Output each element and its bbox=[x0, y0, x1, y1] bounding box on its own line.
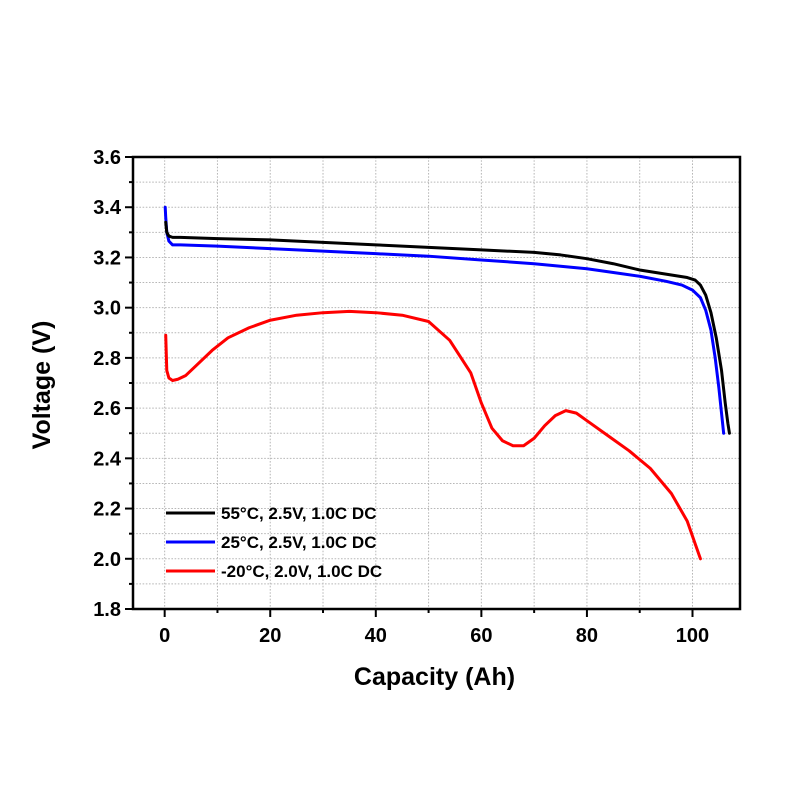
x-axis-title: Capacity (Ah) bbox=[354, 663, 515, 691]
axis-ticks bbox=[125, 156, 694, 617]
y-tick-label: 2.8 bbox=[93, 348, 121, 370]
x-tick-label: 80 bbox=[576, 625, 598, 647]
x-tick-label: 100 bbox=[676, 625, 709, 647]
legend-label-3: -20°C, 2.0V, 1.0C DC bbox=[221, 562, 382, 581]
x-tick-label: 20 bbox=[259, 625, 281, 647]
y-tick-label: 3.4 bbox=[93, 197, 122, 219]
y-tick-label: 2.2 bbox=[93, 499, 121, 521]
x-tick-label: 60 bbox=[470, 625, 492, 647]
series-line-1 bbox=[164, 220, 731, 435]
series-line-2 bbox=[163, 205, 726, 435]
legend: 55°C, 2.5V, 1.0C DC 25°C, 2.5V, 1.0C DC -2… bbox=[166, 504, 382, 581]
y-tick-label: 3.6 bbox=[93, 147, 121, 169]
legend-label-2: 25°C, 2.5V, 1.0C DC bbox=[221, 533, 376, 552]
y-axis-title: Voltage (V) bbox=[28, 321, 56, 450]
y-tick-label: 3.2 bbox=[93, 247, 121, 269]
y-tick-label: 3.0 bbox=[93, 298, 121, 320]
y-tick-label: 2.4 bbox=[93, 448, 122, 470]
legend-label-1: 55°C, 2.5V, 1.0C DC bbox=[221, 504, 376, 523]
x-tick-label: 0 bbox=[159, 625, 170, 647]
series-line-3 bbox=[164, 309, 702, 561]
y-tick-label: 2.6 bbox=[93, 398, 121, 420]
series-lines bbox=[163, 205, 731, 561]
y-tick-label: 2.0 bbox=[93, 549, 121, 571]
x-tick-label: 40 bbox=[365, 625, 387, 647]
tick-labels: 0 20 40 60 80 100 1.8 2.0 2.2 2.4 2.6 2.8 3.0 3.2 3.4 3… bbox=[93, 147, 709, 647]
y-tick-label: 1.8 bbox=[93, 599, 121, 621]
